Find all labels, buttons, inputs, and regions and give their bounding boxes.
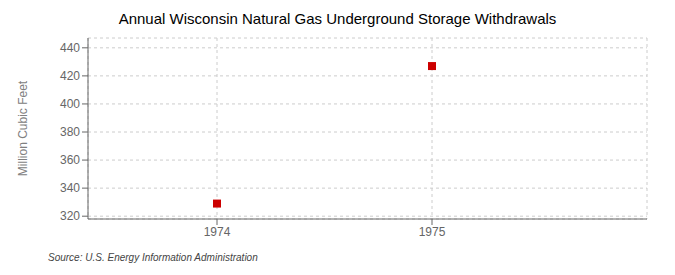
svg-text:420: 420: [60, 69, 80, 83]
svg-text:Million Cubic Feet: Million Cubic Feet: [16, 80, 30, 176]
html-text:Source: U.S. Energy Informatio: Source: U.S. Energy Information Administ…: [48, 252, 258, 263]
html-text:Annual Wisconsin Natural Gas U: Annual Wisconsin Natural Gas Underground…: [118, 10, 557, 27]
svg-text:1974: 1974: [204, 225, 231, 239]
svg-text:360: 360: [60, 153, 80, 167]
svg-text:380: 380: [60, 125, 80, 139]
svg-text:1975: 1975: [419, 225, 446, 239]
svg-text:400: 400: [60, 97, 80, 111]
svg-text:320: 320: [60, 209, 80, 223]
svg-text:440: 440: [60, 41, 80, 55]
svg-text:340: 340: [60, 181, 80, 195]
